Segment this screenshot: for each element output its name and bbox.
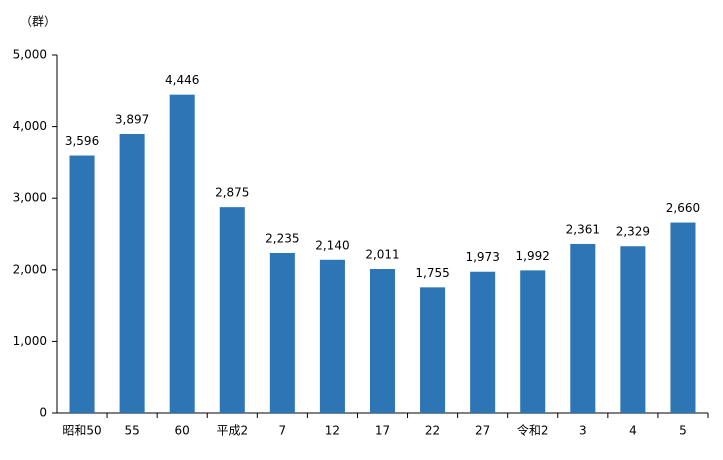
bar <box>520 270 546 413</box>
value-label: 2,660 <box>666 201 700 215</box>
bar <box>219 207 245 413</box>
value-label: 1,755 <box>415 266 449 280</box>
bar <box>670 222 696 413</box>
x-tick-label: 12 <box>325 424 340 438</box>
x-tick-label: 22 <box>425 424 440 438</box>
bar <box>369 269 396 413</box>
bar <box>470 271 496 413</box>
x-tick-label: 平成2 <box>216 424 248 438</box>
value-label: 3,596 <box>65 134 99 148</box>
value-label: 2,140 <box>315 238 349 252</box>
y-tick-label: 5,000 <box>13 48 47 62</box>
x-tick-label: 17 <box>375 424 390 438</box>
value-label: 2,235 <box>265 231 299 245</box>
y-tick-label: 0 <box>39 406 47 420</box>
y-axis-label: （群） <box>20 15 56 29</box>
bar <box>69 155 95 413</box>
bar <box>169 94 195 414</box>
bar <box>570 243 596 413</box>
x-tick-label: 27 <box>475 424 490 438</box>
y-tick-label: 2,000 <box>13 262 47 276</box>
y-tick-label: 4,000 <box>13 119 47 133</box>
value-label: 2,329 <box>616 225 650 239</box>
bar <box>119 133 145 413</box>
x-tick-label: 60 <box>175 424 190 438</box>
value-label: 2,361 <box>566 222 600 236</box>
bar <box>319 259 345 413</box>
x-tick-label: 4 <box>629 424 637 438</box>
x-tick-label: 3 <box>579 424 587 438</box>
value-label: 3,897 <box>115 112 149 126</box>
bar <box>420 287 446 413</box>
value-label: 1,973 <box>465 250 499 264</box>
value-label: 2,875 <box>215 186 249 200</box>
x-tick-label: 昭和50 <box>62 424 101 438</box>
x-tick-label: 令和2 <box>517 423 549 438</box>
bar <box>620 246 646 413</box>
value-label: 2,011 <box>365 248 399 262</box>
value-label: 1,992 <box>516 249 550 263</box>
x-tick-label: 7 <box>279 424 287 438</box>
x-tick-label: 5 <box>679 424 687 438</box>
x-tick-label: 55 <box>124 424 139 438</box>
value-label: 4,446 <box>165 73 199 87</box>
y-tick-label: 1,000 <box>13 334 47 348</box>
bar <box>269 252 295 413</box>
y-tick-label: 3,000 <box>13 191 47 205</box>
